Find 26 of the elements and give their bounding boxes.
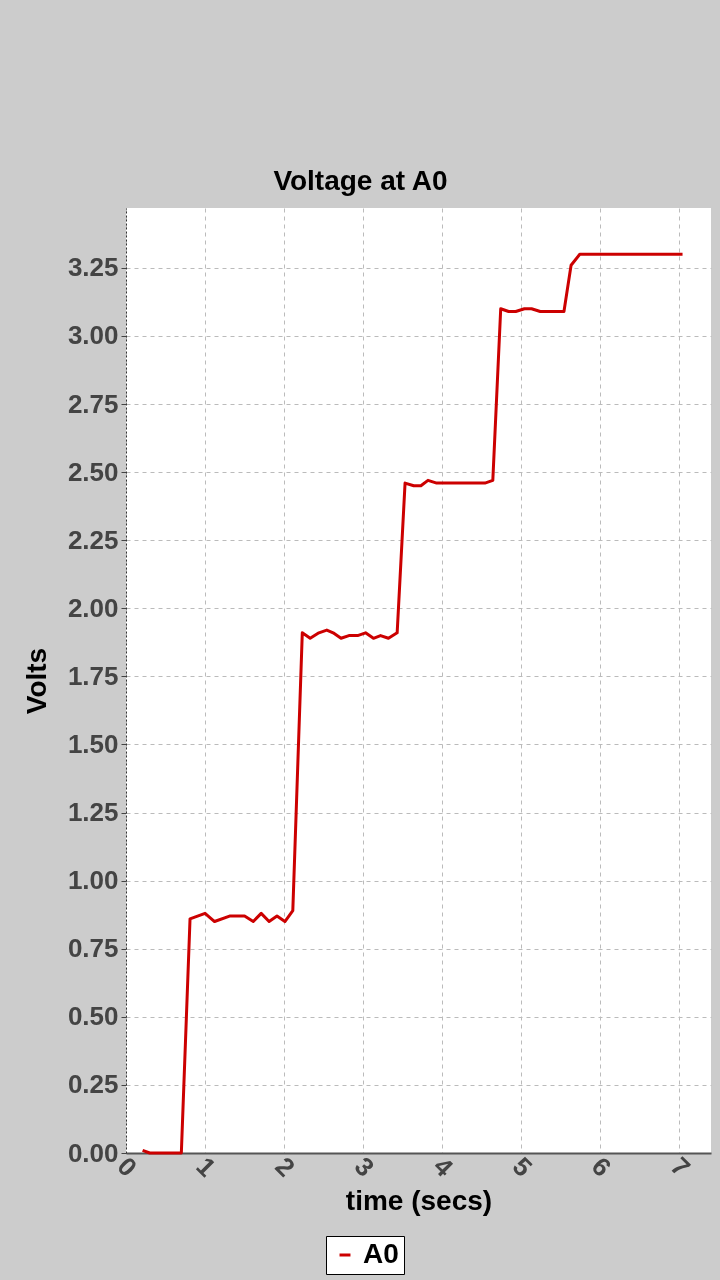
line-series xyxy=(141,252,685,1155)
legend-label: A0 xyxy=(363,1238,399,1269)
y-tick-label: 2.50 xyxy=(67,456,119,487)
y-tick-label: 2.25 xyxy=(67,524,119,555)
x-tick-label: 5 xyxy=(506,1151,539,1183)
x-tick-label: 6 xyxy=(585,1151,618,1183)
y-tick-label: 0.50 xyxy=(67,1001,119,1032)
x-tick-label: 1 xyxy=(190,1151,222,1183)
y-tick-label: 1.50 xyxy=(67,729,119,759)
x-tick-label: 4 xyxy=(427,1151,460,1183)
y-tick-label: 0.00 xyxy=(67,1137,119,1168)
y-tick-label: 3.00 xyxy=(67,320,119,351)
chart-title: Voltage at A0 xyxy=(273,165,448,196)
y-axis-title: Volts xyxy=(20,647,52,715)
y-tick-label: 2.00 xyxy=(67,592,119,623)
y-tick-label: 1.00 xyxy=(67,865,119,896)
x-tick-label: 3 xyxy=(348,1151,381,1183)
x-axis-title: time (secs) xyxy=(345,1184,493,1216)
x-tick-label: 2 xyxy=(269,1151,302,1183)
x-tick-label: 7 xyxy=(664,1151,697,1183)
y-tick-label: 3.25 xyxy=(67,252,119,283)
y-tick-label: 2.75 xyxy=(67,388,119,419)
y-tick-label: 0.25 xyxy=(67,1069,119,1100)
y-tick-label: 0.75 xyxy=(67,933,119,964)
y-tick-label: 1.75 xyxy=(67,660,119,691)
y-tick-label: 1.25 xyxy=(67,797,119,828)
